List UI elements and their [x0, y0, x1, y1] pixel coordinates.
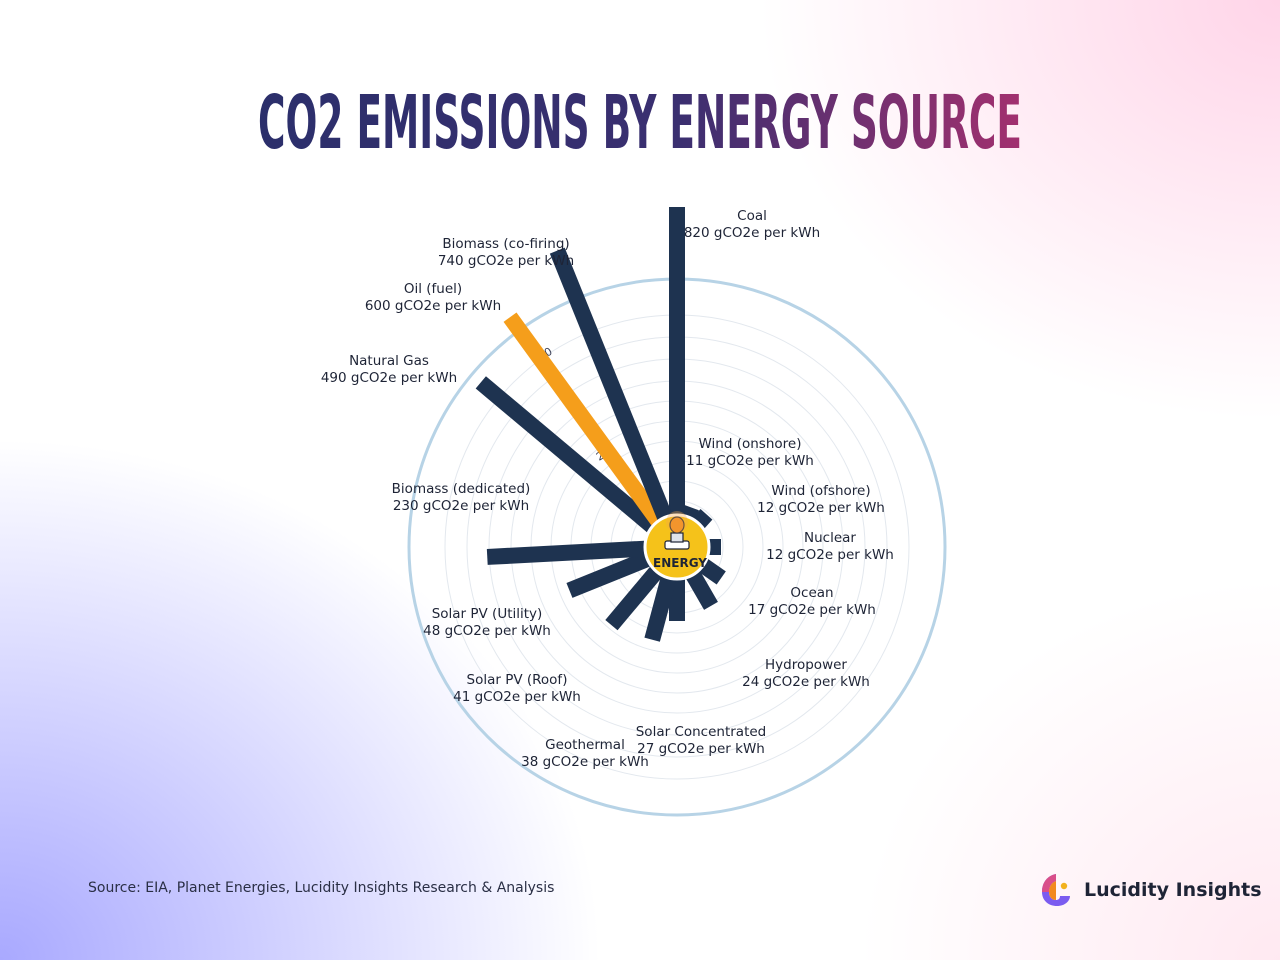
label-value-solar-pv-utility: 48 gCO2e per kWh: [423, 623, 551, 639]
label-value-hydropower: 24 gCO2e per kWh: [742, 674, 870, 690]
label-value-ocean: 17 gCO2e per kWh: [748, 602, 876, 618]
label-value-oil-fuel: 600 gCO2e per kWh: [365, 298, 501, 314]
label-name-wind-ofshore: Wind (ofshore): [771, 483, 870, 499]
label-name-coal: Coal: [737, 208, 767, 224]
brand-logo-icon: [1042, 874, 1070, 906]
label-name-biomass-co-firing: Biomass (co-firing): [442, 236, 569, 252]
label-value-nuclear: 12 gCO2e per kWh: [766, 547, 894, 563]
label-name-hydropower: Hydropower: [765, 657, 847, 673]
label-value-solar-concentrated: 27 gCO2e per kWh: [637, 741, 765, 757]
label-name-nuclear: Nuclear: [804, 530, 856, 546]
label-name-ocean: Ocean: [790, 585, 833, 601]
label-value-geothermal: 38 gCO2e per kWh: [521, 754, 649, 770]
center-label: ENERGY: [653, 556, 707, 570]
label-value-natural-gas: 490 gCO2e per kWh: [321, 370, 457, 386]
label-name-biomass-dedicated: Biomass (dedicated): [392, 481, 531, 497]
center-hub: ENERGY: [643, 511, 711, 581]
bar-oil-fuel: [503, 312, 684, 552]
energy-icon: [664, 511, 690, 550]
label-name-solar-concentrated: Solar Concentrated: [636, 724, 767, 740]
label-name-geothermal: Geothermal: [545, 737, 625, 753]
label-name-natural-gas: Natural Gas: [349, 353, 429, 369]
bar-biomass-co-firing: [549, 247, 685, 550]
label-name-solar-pv-utility: Solar PV (Utility): [432, 606, 543, 622]
label-value-solar-pv-roof: 41 gCO2e per kWh: [453, 689, 581, 705]
label-name-oil-fuel: Oil (fuel): [404, 281, 462, 297]
label-name-wind-onshore: Wind (onshore): [699, 436, 802, 452]
label-value-biomass-dedicated: 230 gCO2e per kWh: [393, 498, 529, 514]
bar-natural-gas: [475, 376, 683, 554]
source-note: Source: EIA, Planet Energies, Lucidity I…: [88, 880, 555, 896]
label-value-coal: 820 gCO2e per kWh: [684, 225, 820, 241]
label-name-solar-pv-roof: Solar PV (Roof): [467, 672, 568, 688]
label-value-wind-ofshore: 12 gCO2e per kWh: [757, 500, 885, 516]
chart-title: CO2 EMISSIONS BY ENERGY SOURCE: [258, 80, 1022, 166]
label-value-biomass-co-firing: 740 gCO2e per kWh: [438, 253, 574, 269]
brand-name: Lucidity Insights: [1084, 879, 1262, 901]
brand: Lucidity Insights: [1040, 870, 1262, 910]
label-value-wind-onshore: 11 gCO2e per kWh: [686, 453, 814, 469]
